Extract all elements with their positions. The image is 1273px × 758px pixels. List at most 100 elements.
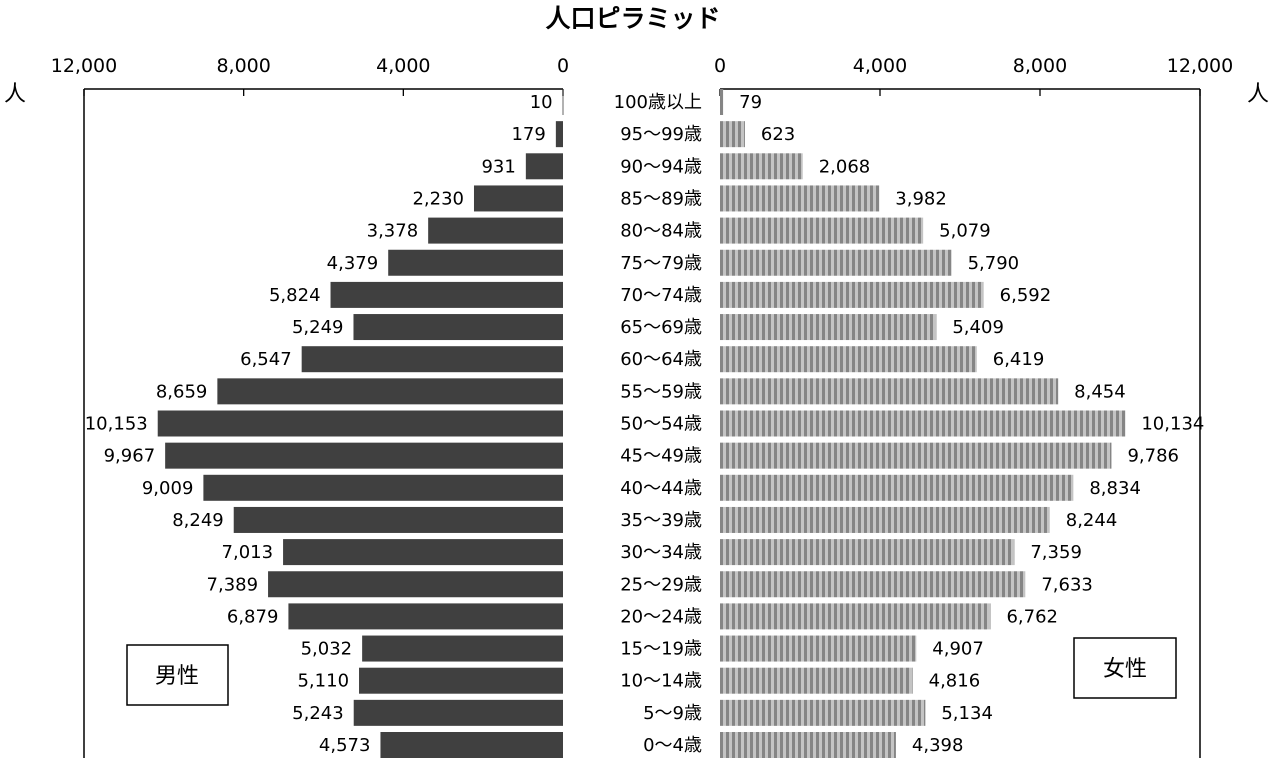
axis-layer: 12,000 8,000 4,000 0 0 4,000 8,000 12,000 人 人 [4, 55, 1269, 758]
age-category-label: 20～24歳 [620, 606, 702, 627]
female-bar [720, 346, 977, 373]
male-bar [525, 153, 563, 180]
female-bar [720, 732, 896, 758]
female-legend: 女性 [1073, 637, 1177, 699]
male-value-label: 9,967 [104, 446, 156, 467]
male-value-label: 3,378 [367, 221, 419, 242]
male-value-label: 4,573 [319, 735, 371, 756]
female-bar [720, 378, 1059, 405]
male-bar [203, 474, 563, 501]
age-category-label: 60～64歳 [620, 349, 702, 370]
female-bar [720, 410, 1126, 437]
male-value-label: 7,389 [207, 574, 259, 595]
female-value-label: 5,409 [952, 317, 1004, 338]
male-bar [353, 314, 563, 341]
female-value-label: 5,134 [941, 703, 993, 724]
male-value-label: 5,824 [269, 285, 321, 306]
male-bar [165, 442, 564, 469]
male-bar [288, 603, 563, 630]
female-value-labels: 79 623 2,068 3,982 5,079 5,790 6,592 5,409 6,419… [739, 92, 1204, 756]
left-tick-label: 12,000 [51, 55, 117, 77]
age-category-label: 5～9歳 [643, 703, 702, 724]
female-value-label: 6,592 [1000, 285, 1052, 306]
male-bar [353, 699, 563, 726]
female-value-label: 4,398 [912, 735, 964, 756]
age-category-label: 45～49歳 [620, 446, 702, 467]
age-category-label: 40～44歳 [620, 478, 702, 499]
right-tick-label: 0 [714, 55, 726, 77]
female-bar [720, 667, 913, 694]
male-bar [562, 89, 564, 115]
female-value-label: 623 [761, 124, 795, 145]
male-value-label: 8,249 [172, 510, 224, 531]
female-bar [720, 603, 991, 630]
female-bars [720, 89, 1126, 758]
male-legend-box [126, 644, 229, 706]
male-value-label: 8,659 [156, 381, 208, 402]
right-tick-label: 12,000 [1167, 55, 1233, 77]
male-value-label: 5,249 [292, 317, 344, 338]
right-tick-label: 8,000 [1013, 55, 1067, 77]
male-value-label: 6,879 [227, 606, 279, 627]
age-category-label: 100歳以上 [614, 92, 702, 113]
male-value-label: 10,153 [85, 414, 148, 435]
male-bar [217, 378, 564, 405]
female-value-label: 6,419 [993, 349, 1045, 370]
male-bar [359, 667, 563, 694]
age-category-label: 25～29歳 [620, 574, 702, 595]
male-value-label: 179 [511, 124, 545, 145]
female-bar [720, 153, 803, 180]
female-bar [720, 281, 984, 308]
age-category-label: 35～39歳 [620, 510, 702, 531]
age-category-label: 0～4歳 [643, 735, 702, 756]
chart-title: 人口ピラミッド [545, 4, 720, 33]
male-value-label: 2,230 [412, 188, 464, 209]
female-legend-label: 女性 [1103, 657, 1147, 682]
female-legend-box [1073, 637, 1177, 699]
female-bar [720, 699, 926, 726]
age-category-label: 95～99歳 [620, 124, 702, 145]
female-value-label: 5,079 [939, 221, 991, 242]
female-value-label: 4,816 [929, 671, 981, 692]
male-value-label: 6,547 [240, 349, 292, 370]
female-bar [720, 185, 880, 212]
female-bar [720, 121, 745, 148]
male-bar [428, 217, 563, 244]
right-unit-label: 人 [1247, 82, 1269, 107]
age-category-label: 10～14歳 [620, 671, 702, 692]
female-bar [720, 539, 1015, 566]
male-bar [330, 281, 563, 308]
female-bar [720, 314, 937, 341]
female-value-label: 4,907 [932, 639, 984, 660]
male-value-label: 931 [481, 156, 515, 177]
male-bars [157, 89, 564, 758]
female-value-label: 79 [739, 92, 762, 113]
female-bar [720, 442, 1112, 469]
female-value-label: 10,134 [1141, 414, 1204, 435]
female-value-label: 8,244 [1066, 510, 1118, 531]
age-category-label: 70～74歳 [620, 285, 702, 306]
age-category-label: 30～34歳 [620, 542, 702, 563]
age-category-label: 15～19歳 [620, 639, 702, 660]
male-value-label: 5,032 [301, 639, 353, 660]
age-category-label: 55～59歳 [620, 381, 702, 402]
female-bar [720, 571, 1026, 598]
male-value-label: 4,379 [327, 253, 379, 274]
left-tick-label: 4,000 [376, 55, 430, 77]
female-value-label: 9,786 [1127, 446, 1179, 467]
female-value-label: 8,454 [1074, 381, 1126, 402]
age-category-label: 65～69歳 [620, 317, 702, 338]
female-bar [720, 89, 724, 115]
male-bar [362, 635, 563, 662]
female-bar [720, 506, 1050, 533]
male-value-label: 5,110 [297, 671, 349, 692]
female-bar [720, 474, 1074, 501]
age-category-label: 50～54歳 [620, 414, 702, 435]
male-value-label: 9,009 [142, 478, 194, 499]
male-bar [380, 732, 563, 758]
age-category-labels: 100歳以上 95～99歳 90～94歳 85～89歳 80～84歳 75～79歳 70～7… [614, 92, 702, 756]
female-value-label: 2,068 [819, 156, 871, 177]
left-tick-label: 0 [557, 55, 569, 77]
female-value-label: 7,633 [1041, 574, 1093, 595]
